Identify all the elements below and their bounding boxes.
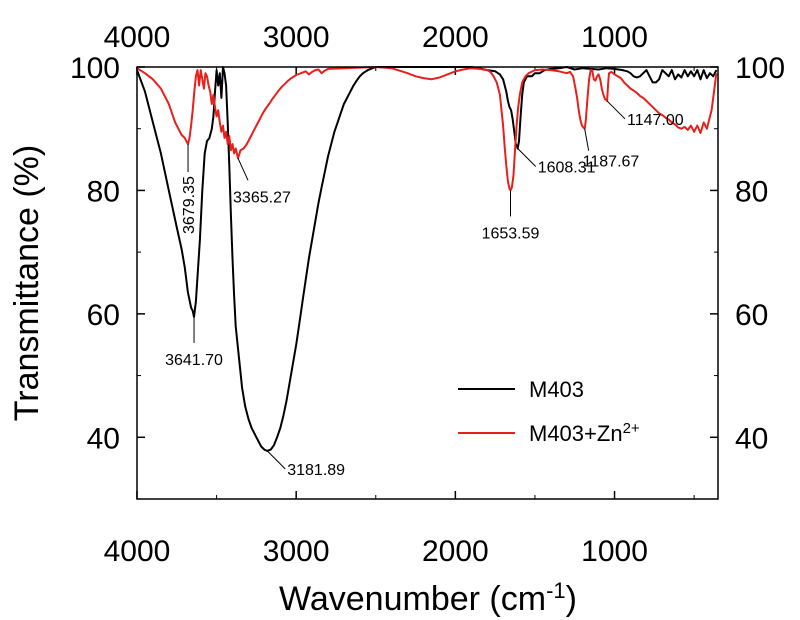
series-group <box>136 66 718 452</box>
legend: M403 M403+Zn2+ <box>458 377 640 446</box>
y-tick-label-left: 40 <box>87 422 120 455</box>
x-tick-label-top: 4000 <box>104 21 171 54</box>
annotation-leader <box>606 100 626 120</box>
x-tick-label-bottom: 1000 <box>581 535 648 568</box>
x-axis-title-main: Wavenumber (cm <box>279 580 546 618</box>
y-tick-label-left: 60 <box>87 299 120 332</box>
series-line-m403-zn <box>136 66 718 192</box>
annotation-label: 1147.00 <box>627 112 684 129</box>
legend-label-m403: M403 <box>529 377 584 402</box>
annotation-leader <box>266 450 286 470</box>
x-tick-label-top: 1000 <box>581 21 648 54</box>
x-axis-title-sup: -1 <box>546 578 566 603</box>
annotation-leader <box>237 158 249 181</box>
y-tick-label-left: 80 <box>87 175 120 208</box>
annotation-label: 3679.35 <box>181 176 198 234</box>
x-axis-title-end: ) <box>566 580 577 618</box>
annotation-label: 3365.27 <box>233 189 291 206</box>
legend-label-m403-zn: M403+Zn2+ <box>529 420 640 447</box>
tick-labels: 4000 4000 3000 3000 2000 2000 1000 1000 100 100 80… <box>70 21 785 568</box>
annotation-leader <box>517 148 537 167</box>
annotation-label: 1608.31 <box>538 159 596 176</box>
x-tick-label-bottom: 4000 <box>104 535 171 568</box>
x-tick-label-bottom: 3000 <box>263 535 330 568</box>
annotation-label: 3181.89 <box>287 462 345 479</box>
x-axis-title: Wavenumber (cm-1) <box>279 578 577 619</box>
y-axis-title: Transmittance (%) <box>8 145 46 421</box>
peak-annotations: 3679.35 3641.70 3365.27 3181.89 1653.59 1608.… <box>165 100 684 479</box>
plot-frame <box>136 66 719 500</box>
annotation-leader <box>584 128 590 151</box>
y-tick-label-right: 100 <box>735 52 785 85</box>
x-tick-label-top: 3000 <box>263 21 330 54</box>
legend-label-m403-zn-main: M403+Zn <box>529 421 623 446</box>
y-tick-label-right: 60 <box>735 299 768 332</box>
annotation-label: 1187.67 <box>583 154 640 171</box>
x-tick-label-bottom: 2000 <box>422 535 489 568</box>
legend-label-m403-zn-sup: 2+ <box>623 420 640 437</box>
y-tick-label-right: 40 <box>735 422 768 455</box>
y-tick-label-left: 100 <box>70 52 120 85</box>
annotation-label: 3641.70 <box>165 352 223 369</box>
series-line-m403 <box>136 66 718 452</box>
y-tick-label-right: 80 <box>735 175 768 208</box>
x-tick-label-top: 2000 <box>422 21 489 54</box>
annotation-label: 1653.59 <box>482 225 540 242</box>
